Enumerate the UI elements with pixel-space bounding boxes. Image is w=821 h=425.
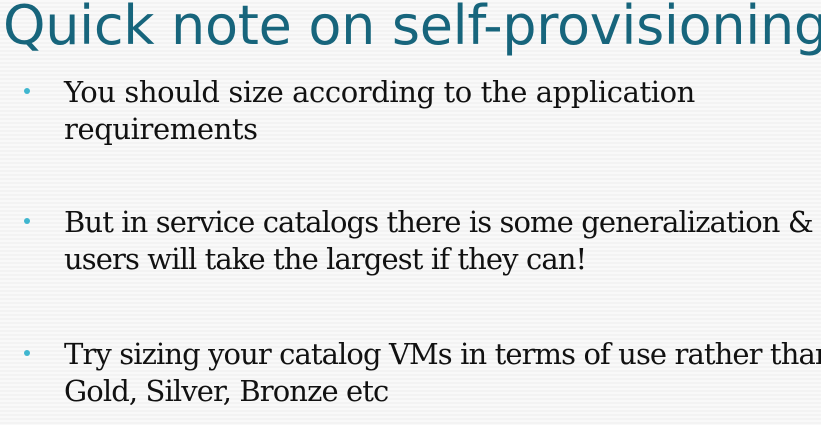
- bullet-dot-icon: [24, 88, 30, 94]
- bullet-line: Try sizing your catalog VMs in terms of …: [64, 337, 821, 371]
- bullet-text: You should size according to the applica…: [64, 74, 695, 148]
- bullet-line: Gold, Silver, Bronze etc: [64, 374, 389, 408]
- bullet-dot-icon: [24, 350, 30, 356]
- bullet-dot-icon: [24, 218, 30, 224]
- bullet-line: users will take the largest if they can!: [64, 242, 587, 276]
- bullet-line: requirements: [64, 112, 258, 146]
- bullet-line: You should size according to the applica…: [64, 75, 695, 109]
- bullet-text: But in service catalogs there is some ge…: [64, 204, 814, 278]
- bullet-line: But in service catalogs there is some ge…: [64, 205, 814, 239]
- bullet-text: Try sizing your catalog VMs in terms of …: [64, 336, 821, 410]
- slide-title: Quick note on self-provisioning: [3, 0, 821, 57]
